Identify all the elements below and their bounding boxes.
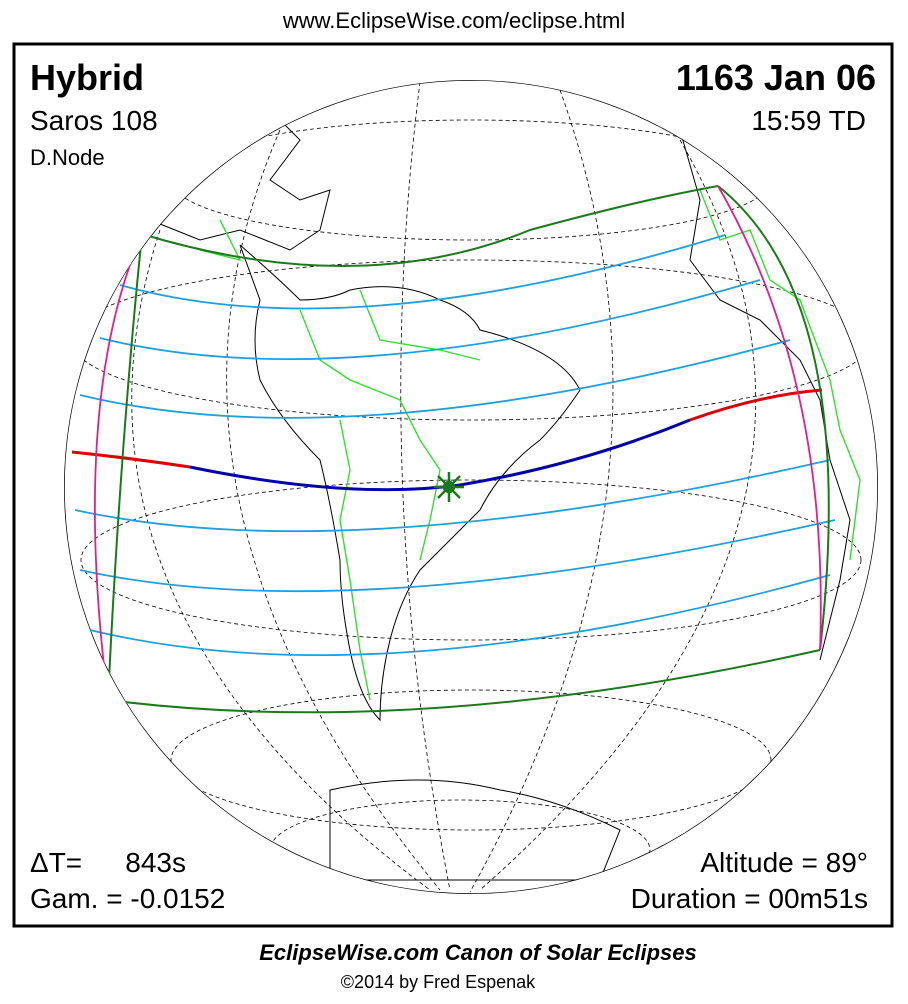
meridian (479, 139, 756, 891)
altitude: Altitude = 89° (700, 847, 868, 878)
isoline (119, 234, 726, 310)
meridian (226, 129, 441, 891)
north-limit (141, 185, 719, 268)
border (199, 99, 281, 262)
eclipse-type: Hybrid (30, 57, 144, 98)
meridian (469, 89, 614, 893)
globe (64, 80, 878, 894)
delta-t-label: ΔT= (30, 847, 82, 878)
antarctica (329, 779, 621, 881)
parallel (170, 119, 772, 241)
annular-segment (689, 388, 823, 422)
borders (199, 99, 861, 701)
duration: Duration = 00m51s (631, 883, 868, 914)
graticule (70, 81, 872, 894)
parallel (80, 479, 862, 641)
border (299, 309, 441, 561)
gamma: Gam. = -0.0152 (30, 883, 225, 914)
saros: Saros 108 (30, 105, 158, 136)
globe-outline (64, 80, 878, 894)
delta-t: 843s (125, 847, 186, 878)
footer-title: EclipseWise.com Canon of Solar Eclipses (259, 940, 697, 965)
url: www.EclipseWise.com/eclipse.html (282, 8, 625, 33)
west-limit (717, 185, 830, 651)
rise-limit (94, 233, 143, 701)
greatest-eclipse (434, 472, 464, 502)
isoline (99, 279, 761, 361)
meridian (131, 229, 431, 891)
border (359, 289, 481, 361)
africa (679, 129, 851, 661)
isoline (79, 339, 791, 419)
parallel (70, 259, 872, 421)
isoline (74, 459, 831, 533)
set-limit (717, 185, 822, 651)
eclipse-path (71, 185, 836, 714)
south-america (239, 244, 581, 722)
south-limit (107, 649, 821, 714)
footer-credit: ©2014 by Fred Espenak (341, 972, 536, 992)
border (339, 419, 371, 701)
node: D.Node (30, 145, 105, 170)
date: 1163 Jan 06 (676, 57, 876, 98)
parallel (170, 689, 772, 831)
parallel (269, 799, 651, 894)
frame (12, 42, 894, 928)
isoline (79, 519, 836, 593)
east-limit (107, 233, 143, 701)
border (699, 189, 861, 561)
meridian (400, 81, 451, 891)
total-segment (189, 418, 691, 492)
annular-segment (71, 450, 191, 469)
isoline (89, 574, 831, 657)
time: 15:59 TD (751, 105, 866, 136)
